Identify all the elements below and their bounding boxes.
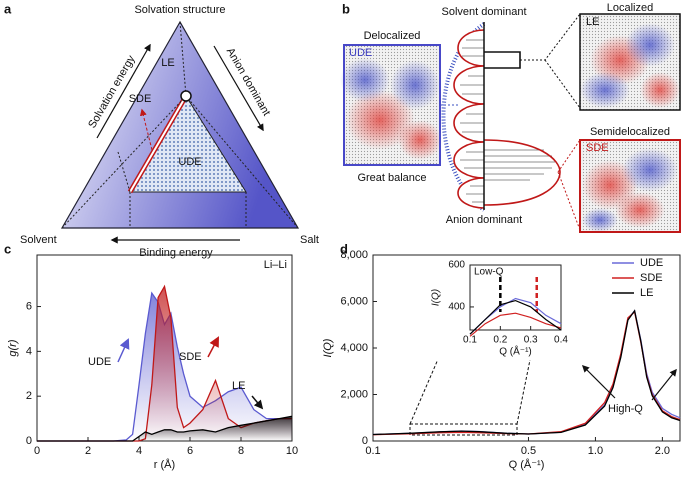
guide-lines [61, 21, 299, 229]
point-label: SDE [129, 93, 152, 105]
zoom-box [409, 423, 518, 436]
inset-title: Low-Q [474, 267, 504, 278]
x-tick-label: 0.2 [493, 335, 507, 346]
axis-label: Binding energy [139, 247, 213, 259]
sde-lobe [483, 139, 561, 206]
x-tick-label: 10 [286, 445, 298, 457]
x-tick-label: 4 [136, 445, 142, 457]
sde-arrow [139, 108, 153, 151]
annotation: High-Q [608, 403, 643, 415]
x-axis-label: Q (Å⁻¹) [509, 458, 545, 471]
y-axis-label: I(Q) [322, 338, 334, 357]
y-tick-label: 6 [26, 300, 32, 312]
point-label: LE [161, 57, 174, 69]
legend-label: LE [640, 287, 653, 299]
box-caption: Great balance [357, 172, 426, 184]
diagram-title: Solvation structure [134, 4, 225, 16]
y-tick-label: 0 [362, 435, 368, 447]
box-tag: LE [586, 16, 599, 28]
x-tick-label: 6 [187, 445, 193, 457]
panel-label: b [342, 1, 350, 16]
sde-box [579, 139, 681, 233]
y-tick-label: 6,000 [340, 295, 368, 307]
axis-arrow [96, 43, 151, 139]
x-axis-label: Q (Å⁻¹) [499, 345, 532, 358]
annotation-arrow [581, 364, 616, 399]
corner-label: Li–Li [264, 259, 287, 271]
annotation: SDE [179, 351, 202, 363]
axis-label: Anion dominant [446, 214, 522, 226]
line [469, 312, 562, 337]
line [469, 299, 562, 335]
x-tick-label: 2 [85, 445, 91, 457]
annotation-arrow [117, 338, 130, 363]
y-axis-label: I(Q) [431, 289, 442, 306]
annotation-arrow [251, 395, 264, 410]
connector [557, 139, 581, 231]
axis-label: Solvent dominant [442, 6, 527, 18]
axis-arrow [213, 45, 264, 132]
annotation: LE [232, 380, 245, 392]
y-axis-label: g(r) [7, 339, 19, 356]
annotation: UDE [88, 356, 111, 368]
panel-b: b Solvent dominant Anion dominant Deloca… [340, 1, 681, 233]
y-tick-label: 400 [448, 302, 465, 313]
panel-label: c [4, 241, 11, 256]
ude-box [340, 44, 442, 166]
point-label: UDE [178, 156, 201, 168]
x-tick-label: 0.1 [365, 445, 380, 457]
x-axis-label: r (Å) [154, 458, 175, 471]
line [372, 309, 681, 436]
zoom-connector [409, 349, 533, 425]
box-title: Localized [607, 2, 653, 14]
line [37, 415, 293, 442]
sde-band-inner [129, 95, 187, 193]
box-title: Delocalized [364, 30, 421, 42]
y-tick-label: 0 [26, 435, 32, 447]
axis-label: Anion dominant [224, 46, 273, 118]
x-tick-label: 0 [34, 445, 40, 457]
legend-label: SDE [640, 272, 663, 284]
le-lobe [484, 51, 521, 69]
box-tag: SDE [586, 142, 609, 154]
area [37, 416, 292, 441]
y-tick-label: 4 [26, 345, 32, 357]
y-tick-label: 2,000 [340, 388, 368, 400]
y-tick-label: 2 [26, 390, 32, 402]
corner-label: Salt [300, 234, 319, 246]
area [37, 286, 292, 441]
x-tick-label: 2.0 [655, 445, 670, 457]
x-tick-label: 1.0 [588, 445, 603, 457]
panel-a: a Solvation structure Solvation energy A… [4, 1, 319, 258]
panel-label: d [340, 241, 348, 256]
y-tick-label: 4,000 [340, 342, 368, 354]
inset-background [428, 257, 571, 360]
corner-label: Solvent [20, 234, 57, 246]
annotation-arrow [651, 368, 677, 401]
line [37, 291, 292, 442]
x-tick-label: 0.1 [463, 335, 477, 346]
annotation-arrow [207, 336, 219, 358]
guide-lines [117, 151, 247, 228]
plot-frame [469, 264, 562, 331]
box-tag: UDE [349, 47, 372, 59]
y-tick-label: 8,000 [340, 249, 368, 261]
y-tick-label: 600 [448, 260, 465, 271]
le-point [180, 90, 192, 102]
connector [520, 13, 581, 109]
hatch [460, 39, 555, 203]
legend-label: UDE [640, 257, 663, 269]
x-tick-label: 8 [238, 445, 244, 457]
box-title: Semidelocalized [590, 126, 670, 138]
x-tick-label: 0.3 [524, 335, 538, 346]
x-tick-label: 0.5 [521, 445, 536, 457]
le-box [579, 13, 681, 111]
panel-label: a [4, 1, 12, 16]
x-tick-label: 0.4 [554, 335, 568, 346]
